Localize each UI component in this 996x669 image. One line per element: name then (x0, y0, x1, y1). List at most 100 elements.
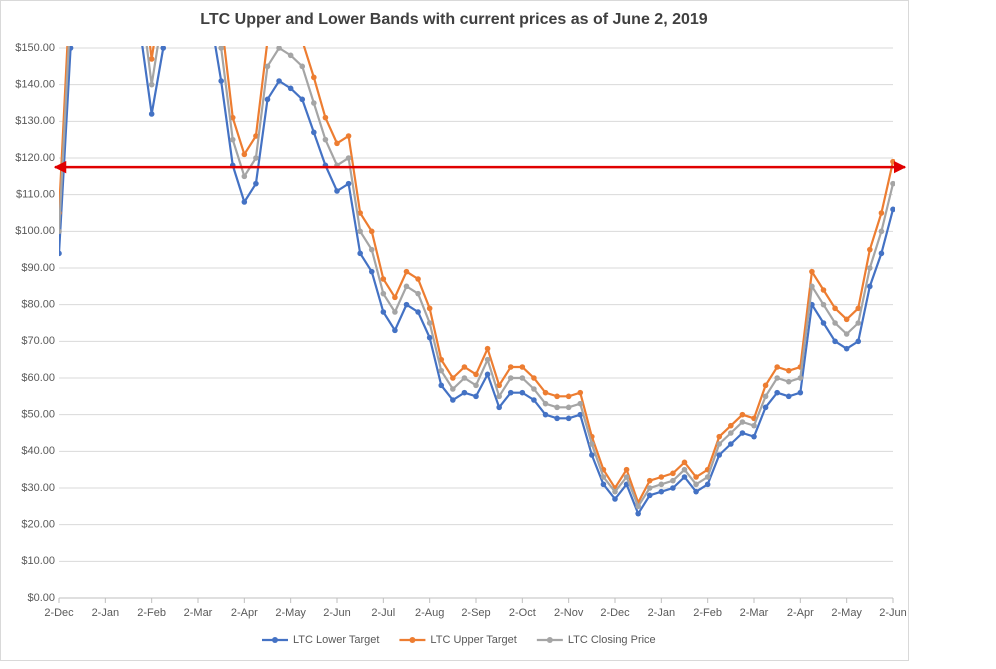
point (276, 46, 282, 51)
point (357, 228, 363, 235)
point (646, 477, 653, 484)
point (704, 474, 711, 480)
point (785, 367, 792, 374)
point (507, 389, 514, 396)
point (496, 382, 502, 389)
point (728, 430, 734, 436)
point (623, 466, 630, 473)
point (542, 389, 549, 396)
x-tick-label: 2-May (831, 607, 862, 619)
point (450, 397, 456, 403)
x-tick-label: 2-Apr (231, 607, 258, 619)
x-tick-label: 2-Mar (184, 607, 213, 619)
y-tick-label: $120.00 (15, 152, 55, 164)
point (519, 389, 526, 396)
point (577, 400, 584, 407)
y-tick-label: $100.00 (15, 225, 55, 237)
point (762, 382, 769, 389)
point (299, 63, 306, 70)
point (612, 488, 618, 495)
y-tick-label: $140.00 (15, 79, 55, 91)
point (681, 459, 688, 466)
point (600, 481, 607, 488)
point (681, 466, 688, 473)
point (311, 129, 317, 136)
legend-marker (546, 637, 553, 643)
point (484, 371, 491, 378)
legend-marker (409, 637, 416, 643)
point (392, 327, 398, 334)
point (693, 488, 699, 495)
point (565, 404, 572, 411)
point (473, 371, 479, 378)
point (832, 338, 838, 345)
point (612, 496, 618, 502)
point (554, 415, 560, 422)
point (832, 320, 838, 326)
point (473, 393, 479, 400)
point (380, 309, 387, 315)
point (380, 290, 387, 297)
point (59, 228, 62, 235)
point (438, 382, 445, 389)
x-tick-label: 2-Dec (600, 607, 630, 619)
y-tick-label: $80.00 (21, 299, 55, 311)
y-tick-label: $0.00 (27, 592, 55, 604)
point (797, 389, 804, 396)
x-tick-label: 2-Jan (92, 607, 120, 619)
point (635, 510, 641, 517)
point (426, 305, 433, 312)
point (820, 320, 827, 326)
point (450, 375, 456, 381)
y-tick-label: $150.00 (15, 42, 55, 54)
point (311, 74, 317, 81)
y-tick-label: $20.00 (21, 519, 55, 531)
y-tick-label: $90.00 (21, 262, 55, 274)
y-tick-label: $70.00 (21, 335, 55, 347)
point (878, 228, 885, 235)
point (554, 404, 560, 411)
point (739, 419, 746, 425)
point (693, 474, 699, 480)
point (496, 393, 502, 400)
x-tick-label: 2-May (275, 607, 306, 619)
x-tick-label: 2-Jun (879, 607, 907, 619)
point (867, 265, 873, 271)
point (890, 158, 895, 165)
point (531, 397, 537, 403)
y-tick-label: $60.00 (21, 372, 55, 384)
point (670, 477, 676, 484)
point (843, 331, 850, 337)
point (415, 290, 421, 297)
point (148, 81, 155, 88)
point (484, 356, 491, 363)
point (843, 316, 850, 323)
point (264, 63, 271, 70)
point (762, 393, 769, 400)
point (809, 268, 815, 275)
legend-marker (272, 637, 278, 643)
point (554, 393, 560, 400)
x-tick-label: 2-Sep (461, 607, 490, 619)
point (774, 389, 780, 396)
point (646, 492, 653, 499)
point (507, 364, 514, 370)
x-tick-label: 2-Feb (693, 607, 722, 619)
point (716, 433, 723, 440)
point (253, 155, 259, 161)
point (241, 151, 248, 158)
point (623, 474, 630, 480)
legend-label: LTC Lower Target (293, 634, 379, 646)
point (392, 294, 398, 301)
point (322, 136, 329, 143)
point (287, 85, 294, 92)
point (855, 338, 862, 345)
point (311, 100, 317, 106)
point (253, 180, 259, 187)
point (368, 268, 375, 275)
point (704, 481, 711, 488)
x-tick-label: 2-Mar (740, 607, 769, 619)
point (820, 287, 827, 293)
point (646, 485, 653, 491)
point (229, 114, 236, 121)
